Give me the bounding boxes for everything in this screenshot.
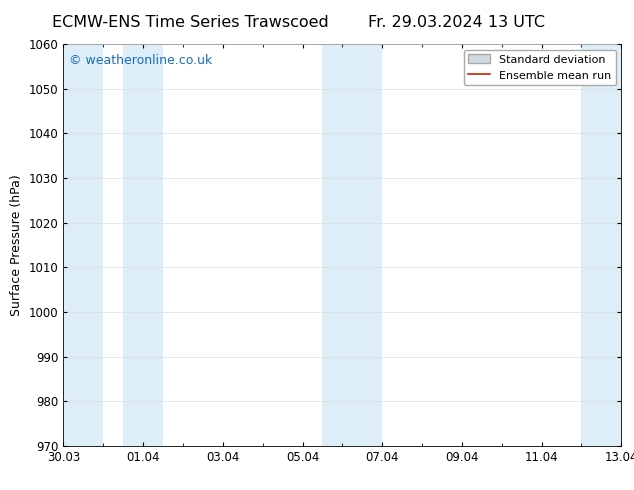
Text: Fr. 29.03.2024 13 UTC: Fr. 29.03.2024 13 UTC [368, 15, 545, 30]
Bar [581, 44, 623, 446]
Bar [323, 44, 382, 446]
Text: © weatheronline.co.uk: © weatheronline.co.uk [69, 54, 212, 67]
Bar [123, 44, 163, 446]
Bar [61, 44, 103, 446]
Text: ECMW-ENS Time Series Trawscoed: ECMW-ENS Time Series Trawscoed [52, 15, 328, 30]
Y-axis label: Surface Pressure (hPa): Surface Pressure (hPa) [10, 174, 23, 316]
Legend: Standard deviation, Ensemble mean run: Standard deviation, Ensemble mean run [463, 49, 616, 85]
